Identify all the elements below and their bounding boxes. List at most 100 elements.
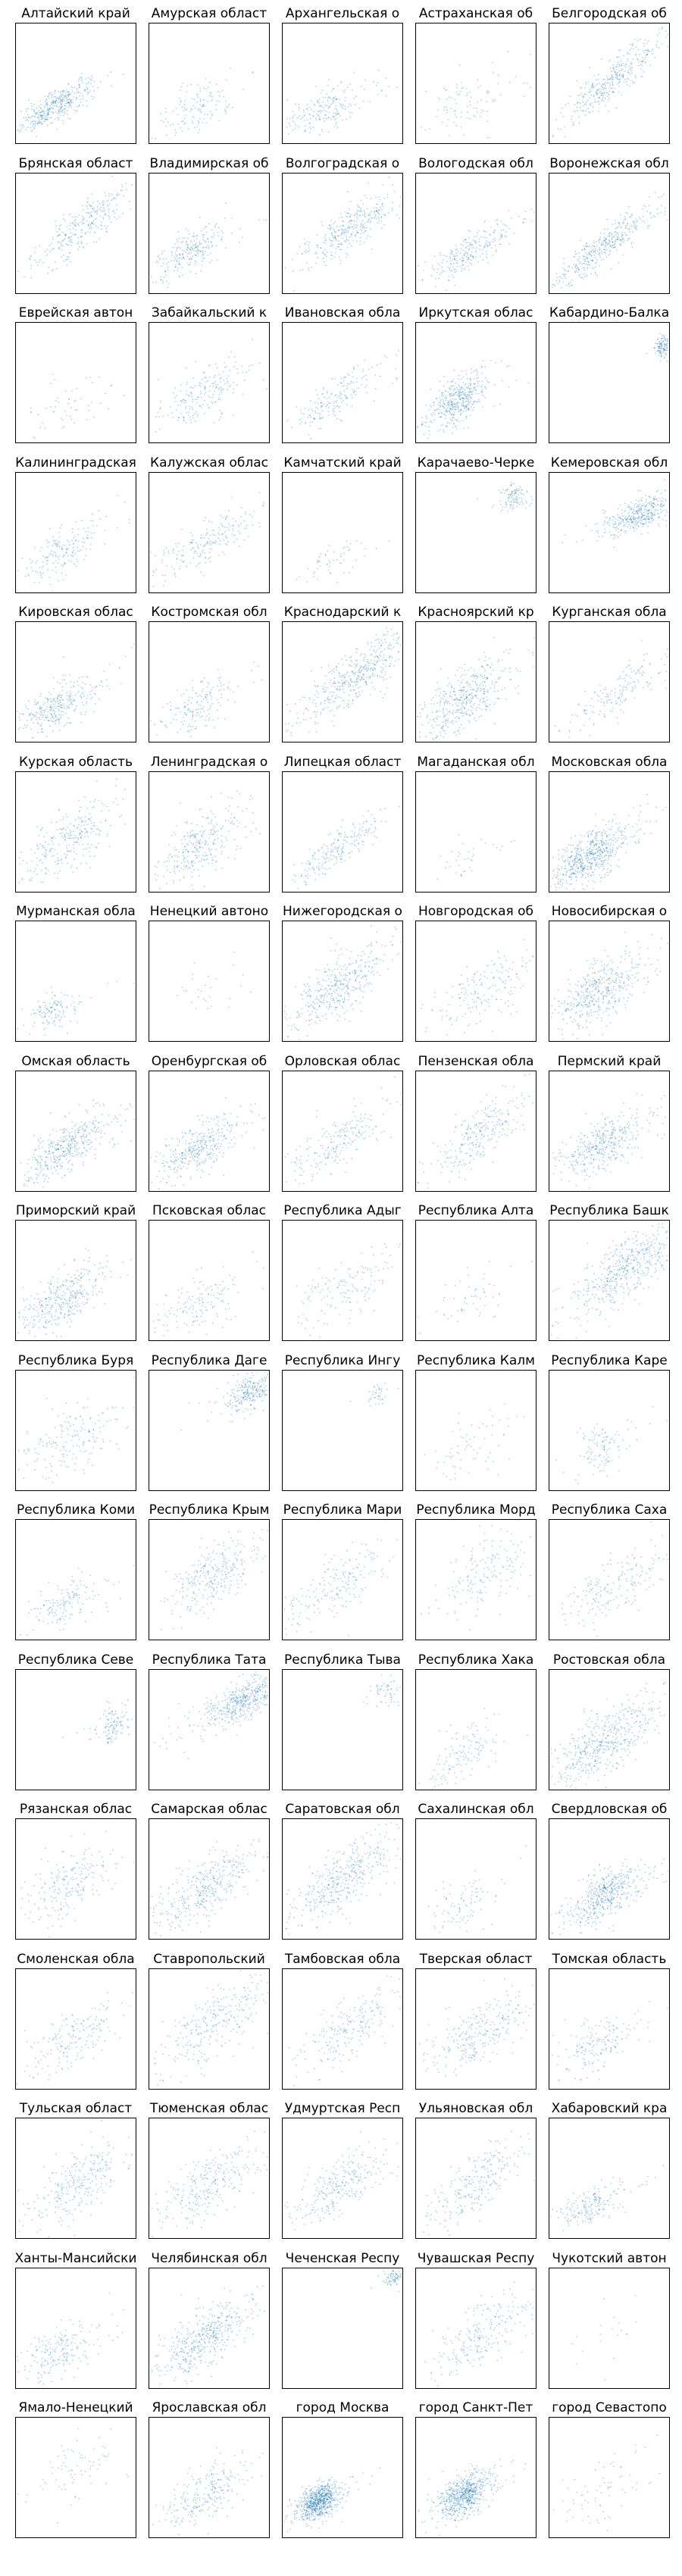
- data-point: [617, 536, 619, 538]
- data-point: [189, 248, 191, 249]
- data-point: [336, 112, 339, 114]
- data-point: [49, 107, 51, 109]
- data-point: [347, 106, 349, 108]
- data-point: [67, 243, 69, 245]
- data-point: [99, 202, 101, 205]
- data-point: [453, 403, 455, 405]
- data-point: [343, 546, 346, 548]
- data-point: [433, 401, 435, 403]
- data-point: [464, 394, 465, 396]
- data-point: [33, 546, 36, 549]
- data-point: [71, 215, 74, 217]
- data-point: [596, 92, 597, 93]
- data-point: [611, 533, 613, 536]
- data-point: [107, 205, 109, 207]
- data-point: [568, 270, 570, 272]
- data-point: [558, 280, 561, 283]
- data-point: [421, 424, 423, 426]
- data-point: [476, 371, 478, 373]
- data-point: [204, 377, 206, 378]
- data-point: [196, 234, 199, 236]
- data-point: [206, 532, 208, 533]
- data-point: [181, 528, 183, 530]
- data-point: [36, 701, 39, 703]
- data-point: [605, 239, 607, 241]
- data-point: [81, 214, 83, 217]
- data-point: [25, 706, 27, 708]
- data-point: [246, 524, 248, 527]
- data-point: [206, 237, 208, 239]
- data-point: [37, 414, 39, 415]
- data-point: [30, 719, 32, 721]
- data-point: [69, 99, 71, 102]
- data-point: [44, 427, 46, 429]
- data-point: [468, 394, 471, 396]
- data-point: [74, 399, 77, 402]
- scatter-points: [17, 494, 130, 592]
- data-point: [68, 214, 70, 215]
- data-point: [436, 115, 437, 117]
- data-point: [185, 241, 187, 243]
- data-point: [366, 220, 368, 222]
- data-point: [45, 103, 47, 105]
- data-point: [47, 112, 49, 114]
- data-point: [317, 102, 319, 104]
- data-point: [365, 237, 368, 239]
- data-point: [342, 105, 344, 107]
- data-point: [335, 98, 337, 100]
- data-point: [211, 244, 214, 246]
- scatter-points: [150, 491, 265, 587]
- data-point: [647, 531, 649, 533]
- data-point: [335, 114, 337, 116]
- data-point: [660, 503, 662, 505]
- data-point: [458, 390, 459, 392]
- data-point: [96, 208, 99, 211]
- data-point: [591, 260, 593, 261]
- data-point: [45, 539, 48, 541]
- data-point: [448, 388, 450, 389]
- data-point: [585, 242, 587, 245]
- data-point: [422, 269, 424, 271]
- data-point: [513, 232, 515, 234]
- data-point: [630, 521, 633, 523]
- data-point: [461, 260, 463, 261]
- data-point: [437, 430, 440, 432]
- data-point: [192, 105, 195, 107]
- data-point: [373, 81, 374, 83]
- data-point: [186, 252, 189, 255]
- data-point: [178, 542, 180, 544]
- data-point: [649, 501, 651, 502]
- data-point: [113, 197, 115, 199]
- data-point: [471, 393, 474, 395]
- data-point: [533, 211, 535, 213]
- data-point: [452, 266, 455, 268]
- data-point: [58, 696, 60, 698]
- data-point: [35, 570, 37, 572]
- data-point: [17, 270, 19, 272]
- data-point: [454, 394, 456, 396]
- data-point: [181, 249, 183, 251]
- data-point: [192, 401, 194, 402]
- data-point: [627, 520, 629, 522]
- data-point: [208, 245, 210, 248]
- data-point: [33, 436, 35, 438]
- data-point: [89, 222, 91, 224]
- data-point: [30, 255, 32, 257]
- data-point: [85, 554, 87, 556]
- data-point: [573, 263, 575, 265]
- data-point: [396, 86, 398, 89]
- data-point: [304, 408, 306, 410]
- data-point: [45, 118, 47, 120]
- data-point: [637, 517, 639, 519]
- panel: Еврейская автон: [4, 305, 148, 443]
- data-point: [30, 411, 33, 414]
- data-point: [431, 421, 433, 424]
- data-point: [467, 258, 468, 261]
- data-point: [227, 527, 228, 528]
- data-point: [646, 514, 648, 517]
- data-point: [47, 95, 49, 97]
- data-point: [602, 94, 604, 96]
- data-point: [355, 211, 358, 214]
- data-point: [225, 79, 227, 81]
- data-point: [465, 241, 467, 243]
